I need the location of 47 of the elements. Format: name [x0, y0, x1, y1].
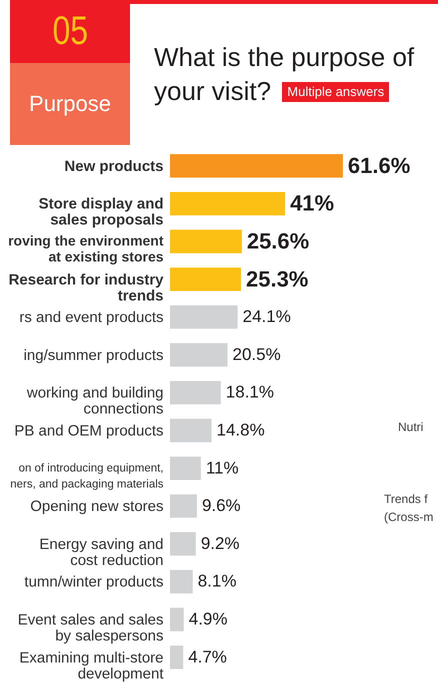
data-label: 9.2% [200, 534, 240, 553]
bar [170, 570, 193, 594]
y-tick-label: Event sales and sales by salespersons [18, 611, 164, 644]
y-tick-label: New products [64, 158, 164, 175]
text: Trends f (Cross-m [384, 491, 434, 526]
bar [170, 418, 212, 442]
bar [170, 192, 286, 216]
data-label: 41% [290, 190, 334, 216]
data-label: 14.8% [216, 420, 265, 440]
data-label: 9.6% [202, 496, 241, 516]
bar [170, 456, 201, 480]
data-label: 8.1% [198, 572, 236, 591]
y-tick-label: on of introducing equipment, ners, and packaging materials [10, 462, 164, 490]
data-label: 24.1% [242, 307, 291, 326]
bar [170, 494, 197, 518]
data-label: 18.1% [226, 382, 274, 402]
text: 05 [52, 8, 88, 55]
bar [170, 343, 228, 367]
y-tick-label: Store display and sales proposals [38, 196, 164, 229]
y-tick-label: ing/summer products [24, 346, 164, 364]
bar [170, 268, 242, 292]
bar [170, 646, 184, 670]
y-tick-label: roving the environment at existing stores [8, 232, 164, 264]
y-tick-label: working and building connections [26, 384, 164, 418]
bar [170, 154, 343, 178]
data-label: 25.6% [246, 228, 310, 254]
y-tick-label: Examining multi-store development [19, 649, 164, 682]
text: Nutri [398, 419, 424, 436]
bar [170, 532, 196, 556]
data-label: 61.6% [348, 152, 410, 178]
text: Purpose [10, 63, 130, 145]
data-label: 20.5% [232, 344, 281, 364]
bar [170, 608, 184, 632]
y-tick-label: PB and OEM products [14, 422, 164, 440]
y-tick-label: Energy saving and cost reduction [39, 536, 164, 569]
data-label: 4.9% [188, 609, 228, 628]
y-tick-label: Research for industry trends [8, 271, 164, 304]
bar [170, 380, 221, 404]
y-tick-label: rs and event products [19, 309, 164, 326]
bar [170, 230, 242, 254]
data-label: 25.3% [246, 266, 308, 292]
y-tick-label: Opening new stores [30, 498, 164, 516]
y-tick-label: tumn/winter products [24, 574, 164, 591]
chart-subtitle: Multiple answers [282, 82, 390, 102]
data-label: 11% [206, 458, 239, 478]
bar [170, 305, 238, 329]
data-label: 4.7% [188, 647, 227, 666]
